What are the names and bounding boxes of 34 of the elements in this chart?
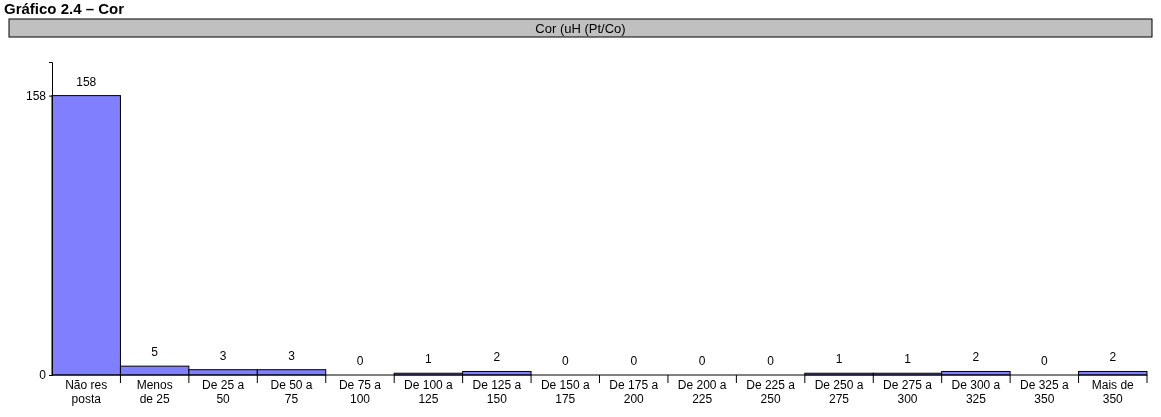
data-label: 158	[76, 74, 97, 89]
data-label: 0	[1041, 354, 1048, 368]
chart-subtitle: Cor (uH (Pt/Co)	[535, 21, 626, 36]
x-tick-label: Não res posta	[65, 378, 108, 406]
data-label: 0	[767, 354, 775, 368]
x-tick-label: De 75 a 100	[338, 378, 382, 406]
x-tick-label: De 325 a 350	[1019, 378, 1070, 406]
data-label: 1	[904, 352, 912, 367]
x-tick-label: De 300 a 325	[951, 378, 1001, 406]
x-tick-label: De 175 a 200	[609, 378, 659, 406]
x-tick-label: De 225 a 250	[746, 378, 796, 406]
x-tick-label: De 275 a 300	[883, 378, 933, 406]
x-tick-label: De 50 a 75	[270, 378, 313, 406]
data-label: 3	[219, 348, 227, 363]
data-label: 0	[698, 354, 706, 368]
data-label: 1	[835, 352, 843, 367]
x-tick-label: De 200 a 225	[677, 378, 727, 406]
data-label: 3	[288, 348, 296, 363]
x-tick-label: De 125 a 150	[472, 378, 522, 406]
x-tick-label: De 150 a 175	[540, 378, 590, 406]
x-tick-label: De 100 a 125	[404, 378, 454, 406]
x-tick-label: De 25 a 50	[202, 378, 245, 406]
data-label: 0	[630, 354, 638, 368]
x-tick-label: Menos de 25	[136, 378, 173, 406]
data-label: 1	[425, 352, 433, 367]
data-label: 2	[972, 350, 980, 365]
data-label: 5	[151, 345, 159, 360]
data-label: 2	[1109, 350, 1117, 365]
x-tick-label: Mais de 350	[1091, 378, 1135, 406]
chart-title: Gráfico 2.4 – Cor	[4, 0, 125, 17]
data-label: 2	[493, 350, 501, 365]
data-label: 0	[356, 354, 364, 368]
x-tick-label: De 250 a 275	[814, 378, 864, 406]
data-label: 0	[561, 354, 569, 368]
